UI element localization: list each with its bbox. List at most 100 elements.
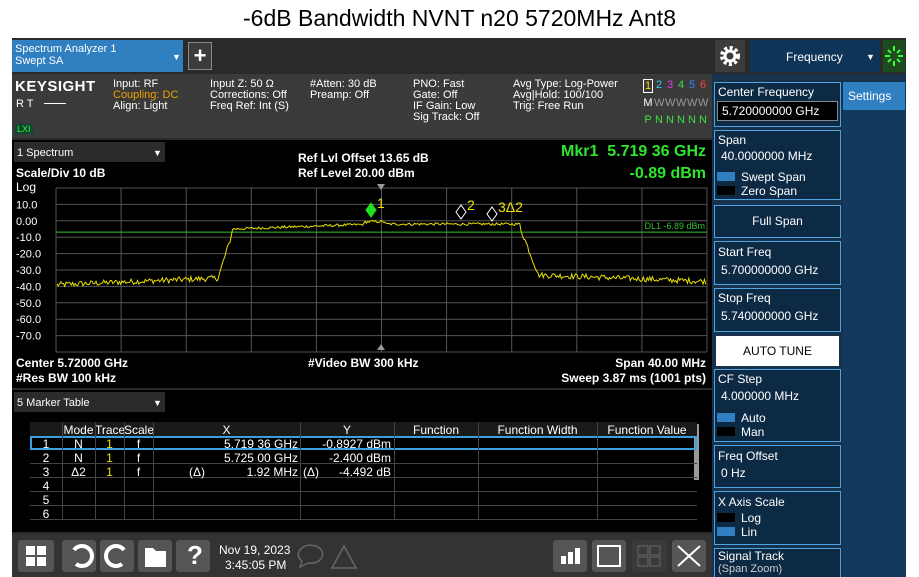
tab-label: Spectrum Analyzer 1 <box>15 43 117 55</box>
trace-detector: N <box>677 114 685 126</box>
x-axis-scale-key[interactable] <box>714 491 841 545</box>
table-row[interactable] <box>30 506 697 520</box>
menu-label: Frequency <box>786 50 843 64</box>
ref-level: Ref Level 20.00 dBm <box>298 166 415 180</box>
radio-selected <box>717 413 735 422</box>
y-tick-label: 10.0 <box>16 199 37 211</box>
info-text: Preamp: Off <box>310 89 370 101</box>
info-text: PNO: Fast <box>413 78 465 90</box>
window-label: 1 Spectrum <box>17 147 74 159</box>
scrollbar[interactable] <box>694 424 699 480</box>
key-label: Signal Track <box>718 549 785 563</box>
sweep: Sweep 3.87 ms (1001 pts) <box>561 371 706 385</box>
busy-icon <box>885 46 903 66</box>
option: Swept Span <box>741 170 806 184</box>
table-cell: -4.492 dB <box>338 465 391 479</box>
span-key[interactable] <box>714 130 841 200</box>
table-cell: 1.92 MHz <box>246 465 298 479</box>
table-row[interactable] <box>30 450 697 464</box>
table-cell: -0.8927 dBm <box>322 437 391 451</box>
table-row[interactable] <box>30 478 697 492</box>
span: Span 40.00 MHz <box>615 356 706 370</box>
time: 3:45:05 PM <box>225 558 287 572</box>
key-value: 5.740000000 GHz <box>721 309 819 323</box>
trace-detector: N <box>688 114 696 126</box>
column-divider <box>153 422 154 520</box>
window-select[interactable] <box>14 392 165 412</box>
table-row[interactable] <box>30 492 697 506</box>
key-sublabel: (Span Zoom) <box>718 563 783 575</box>
column-divider <box>95 422 96 520</box>
info-text: Freq Ref: Int (S) <box>210 100 289 112</box>
column-header: Function Width <box>497 423 578 437</box>
stop-freq-key[interactable] <box>714 288 841 332</box>
column-divider <box>300 422 301 520</box>
info-text: Coupling: DC <box>113 89 179 101</box>
window-label: 5 Marker Table <box>17 397 90 409</box>
y-tick-label: -70.0 <box>16 331 41 343</box>
lxi-indicator: LXI <box>15 124 33 134</box>
table-cell: N <box>74 437 83 451</box>
key-label: Center Frequency <box>718 85 815 99</box>
res-bw: #Res BW 100 kHz <box>16 371 117 385</box>
key-label: Start Freq <box>718 245 772 259</box>
key-value: 5.700000000 GHz <box>721 263 819 277</box>
taskbar-icons <box>18 540 706 572</box>
table-row[interactable] <box>30 464 697 478</box>
column-divider <box>478 422 479 520</box>
key-label: CF Step <box>718 372 763 386</box>
column-divider <box>394 422 395 520</box>
info-text: Input: RF <box>113 78 159 90</box>
center-indicator <box>377 184 385 190</box>
table-cell: 6 <box>42 507 50 521</box>
dropdown-arrow: ▼ <box>153 148 162 158</box>
help-button[interactable]: ? <box>187 540 203 570</box>
y-tick-label: -30.0 <box>16 265 41 277</box>
column-header: Scale <box>124 423 155 437</box>
table-cell: 2 <box>42 451 50 465</box>
column-header: Function Value <box>607 423 687 437</box>
table-row[interactable] <box>30 436 697 450</box>
settings-button[interactable] <box>715 40 745 72</box>
date: Nov 19, 2023 <box>219 543 291 557</box>
radio <box>717 513 735 522</box>
table-cell: 1 <box>106 465 113 479</box>
option: Man <box>741 425 765 439</box>
table-cell: 3 <box>42 465 50 479</box>
signal-track-key[interactable] <box>714 548 841 577</box>
auto-tune-key[interactable]: AUTO TUNE <box>716 336 839 366</box>
table-cell: N <box>74 451 83 465</box>
instrument-tab[interactable] <box>12 40 183 72</box>
y-tick-label: -60.0 <box>16 314 41 326</box>
settings-column <box>843 82 906 577</box>
cf-step-key[interactable] <box>714 369 841 442</box>
marker <box>486 206 498 222</box>
trace-number: 5 <box>688 79 696 91</box>
full-span-key[interactable]: Full Span <box>714 205 841 238</box>
freq-offset-key[interactable] <box>714 445 841 488</box>
table-cell: 5.725 00 GHz <box>223 451 298 465</box>
brand: KEYSIGHT <box>15 78 96 95</box>
status-icon[interactable] <box>883 40 905 72</box>
option: Lin <box>741 525 758 539</box>
key-label: X Axis Scale <box>718 495 785 509</box>
table-header <box>30 422 697 436</box>
table-cell: f <box>136 437 141 451</box>
start-freq-key[interactable] <box>714 241 841 285</box>
option: Log <box>741 511 762 525</box>
title: -6dB Bandwidth NVNT n20 5720MHz Ant8 <box>243 5 676 31</box>
trace-detector: P <box>644 114 652 126</box>
column-header: Trace <box>95 423 126 437</box>
table-cell: f <box>136 465 141 479</box>
key-value[interactable]: 5.720000000 GHz <box>717 101 838 121</box>
menu-tab[interactable] <box>750 40 880 72</box>
key-label: Freq Offset <box>718 449 778 463</box>
table-cell: 4 <box>42 479 50 493</box>
add-button[interactable]: + <box>188 42 212 70</box>
settings-tab[interactable]: Settings <box>843 82 905 110</box>
dropdown-arrow: ▼ <box>866 52 875 62</box>
graph-window <box>12 140 712 388</box>
window-select[interactable] <box>14 142 165 162</box>
table-cell: Δ2 <box>71 465 86 479</box>
